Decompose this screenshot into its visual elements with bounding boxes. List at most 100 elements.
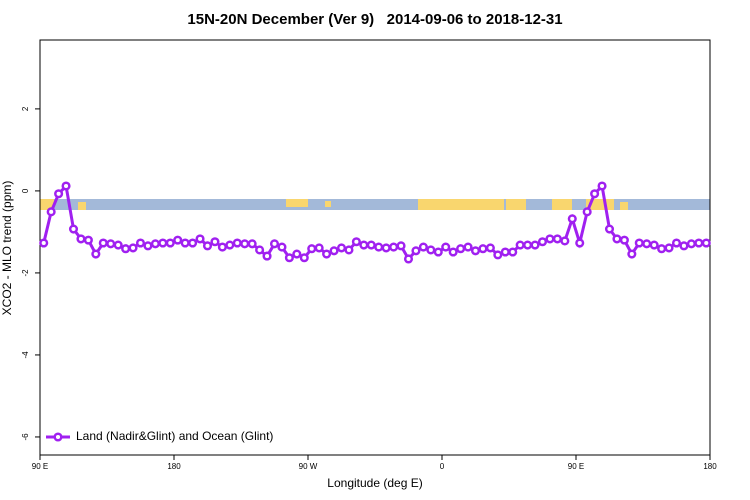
data-point bbox=[433, 247, 443, 257]
data-point bbox=[351, 237, 361, 247]
data-point bbox=[202, 241, 213, 251]
data-point bbox=[232, 238, 242, 248]
data-point bbox=[173, 235, 183, 245]
data-point bbox=[158, 238, 168, 248]
data-point bbox=[679, 241, 689, 251]
data-point bbox=[671, 238, 682, 248]
data-point bbox=[411, 246, 421, 256]
data-point bbox=[269, 239, 280, 249]
map-strip bbox=[40, 199, 710, 210]
y-tick-label: -2 bbox=[21, 269, 30, 277]
data-point bbox=[470, 246, 481, 256]
data-point bbox=[657, 244, 667, 254]
data-point bbox=[106, 239, 116, 249]
y-tick-label: 2 bbox=[21, 106, 30, 111]
data-point bbox=[523, 240, 533, 250]
data-point bbox=[299, 253, 309, 263]
data-point bbox=[314, 243, 324, 253]
data-point bbox=[307, 244, 317, 254]
x-tick-label: 180 bbox=[703, 462, 717, 471]
data-point bbox=[336, 243, 347, 253]
data-point bbox=[255, 245, 265, 255]
data-point bbox=[456, 244, 466, 254]
data-point bbox=[54, 189, 64, 199]
data-point bbox=[39, 238, 49, 248]
y-axis-label: XCO2 - MLO trend (ppm) bbox=[0, 181, 14, 316]
data-point bbox=[292, 249, 302, 259]
x-axis-label: Longitude (deg E) bbox=[327, 476, 422, 490]
data-point bbox=[537, 237, 548, 247]
data-point bbox=[121, 244, 131, 254]
data-point bbox=[604, 224, 615, 234]
y-tick-label: -4 bbox=[21, 351, 30, 359]
legend-marker bbox=[53, 432, 63, 442]
data-point bbox=[545, 234, 555, 244]
data-point bbox=[664, 243, 674, 253]
data-point bbox=[463, 242, 473, 252]
data-point bbox=[500, 247, 510, 257]
data-point bbox=[76, 234, 86, 244]
data-point bbox=[426, 245, 436, 255]
data-point bbox=[322, 249, 332, 259]
chart-title: 15N-20N December (Ver 9) 2014-09-06 to 2… bbox=[187, 11, 562, 28]
y-tick-label: 0 bbox=[21, 188, 30, 193]
data-point bbox=[619, 235, 629, 245]
data-point bbox=[634, 238, 644, 248]
data-point bbox=[91, 249, 101, 259]
data-point bbox=[508, 247, 518, 257]
data-point bbox=[515, 240, 525, 250]
plot-frame bbox=[39, 39, 711, 456]
data-point bbox=[590, 189, 600, 199]
data-point bbox=[396, 241, 406, 251]
data-point bbox=[381, 243, 391, 253]
data-point bbox=[344, 245, 354, 255]
x-tick-label: 90 E bbox=[32, 462, 48, 471]
x-tick-label: 180 bbox=[167, 462, 181, 471]
data-point bbox=[46, 207, 56, 217]
data-point bbox=[389, 242, 399, 252]
x-tick-label: 90 W bbox=[299, 462, 318, 471]
data-point bbox=[277, 242, 287, 252]
y-tick-label: -6 bbox=[21, 433, 30, 441]
data-point bbox=[210, 237, 220, 247]
data-point bbox=[448, 247, 458, 257]
data-point bbox=[694, 238, 704, 248]
data-point bbox=[649, 240, 659, 250]
data-point bbox=[165, 238, 175, 248]
legend-label: Land (Nadir&Glint) and Ocean (Glint) bbox=[76, 429, 273, 443]
data-point bbox=[68, 224, 79, 234]
data-point bbox=[478, 244, 488, 254]
data-point bbox=[284, 253, 294, 263]
data-point bbox=[627, 249, 637, 259]
data-point bbox=[240, 239, 250, 249]
data-point bbox=[441, 242, 451, 252]
data-point bbox=[597, 181, 607, 191]
data-point bbox=[225, 240, 235, 250]
data-point bbox=[98, 238, 108, 248]
data-point bbox=[403, 254, 414, 264]
data-point bbox=[262, 251, 272, 261]
data-point bbox=[575, 238, 585, 248]
data-point bbox=[83, 235, 93, 245]
data-point bbox=[686, 239, 696, 249]
data-point bbox=[359, 240, 369, 250]
data-point bbox=[247, 239, 257, 249]
data-point bbox=[217, 242, 227, 252]
data-point bbox=[552, 234, 562, 244]
data-point bbox=[560, 236, 570, 246]
data-point bbox=[530, 240, 540, 250]
data-point bbox=[582, 207, 592, 217]
data-point bbox=[701, 238, 711, 248]
data-point bbox=[195, 234, 205, 244]
data-point bbox=[485, 243, 495, 253]
data-point bbox=[366, 240, 376, 250]
data-point bbox=[135, 238, 146, 248]
data-point bbox=[113, 240, 123, 250]
data-point bbox=[180, 238, 190, 248]
data-point bbox=[567, 214, 577, 224]
data-point bbox=[150, 239, 160, 249]
data-point bbox=[188, 238, 198, 248]
data-point bbox=[143, 241, 153, 251]
